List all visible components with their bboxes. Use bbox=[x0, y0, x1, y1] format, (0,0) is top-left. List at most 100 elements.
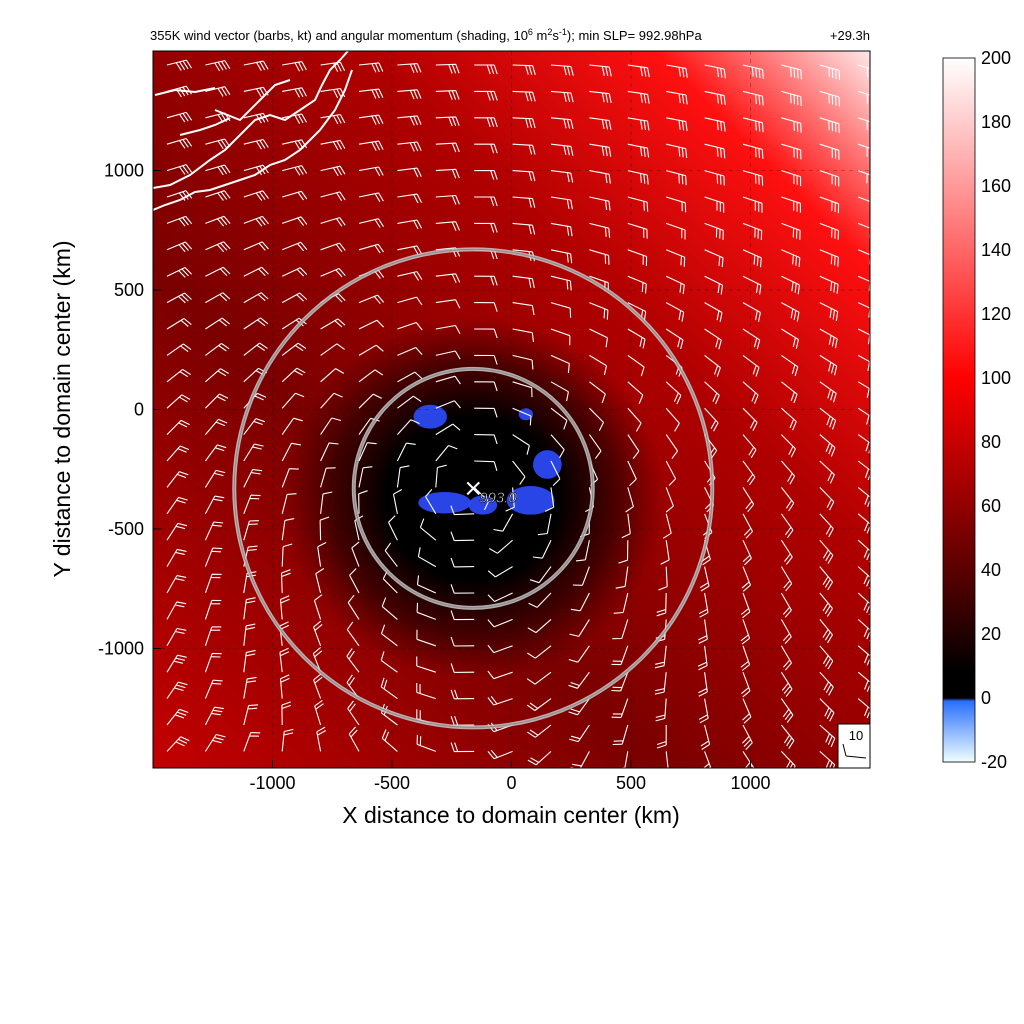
wind-barb bbox=[857, 354, 870, 372]
wind-barb bbox=[512, 117, 536, 129]
wind-barb bbox=[512, 143, 536, 155]
wind-barb bbox=[589, 143, 612, 157]
wind-barb bbox=[416, 656, 436, 673]
wind-barb bbox=[665, 328, 684, 350]
wind-barb bbox=[166, 215, 193, 227]
colorbar-tick-label: 200 bbox=[981, 48, 1011, 68]
wind-barb bbox=[381, 597, 398, 620]
wind-barb bbox=[243, 676, 257, 699]
wind-barb bbox=[282, 87, 307, 98]
wind-barb bbox=[397, 296, 423, 306]
wind-barb bbox=[857, 539, 870, 563]
wind-barb bbox=[618, 540, 629, 564]
wind-barb bbox=[320, 442, 339, 462]
wind-barb bbox=[589, 64, 612, 77]
wind-barb bbox=[435, 221, 461, 231]
wind-barb bbox=[702, 751, 712, 768]
wind-barb bbox=[435, 116, 460, 127]
wind-barb bbox=[450, 742, 475, 753]
wind-barb bbox=[627, 64, 650, 78]
wind-barb bbox=[550, 170, 574, 183]
wind-barb bbox=[572, 566, 590, 586]
colorbar-tick-label: 120 bbox=[981, 304, 1011, 324]
wind-barb bbox=[487, 695, 513, 706]
wind-barb bbox=[205, 60, 231, 72]
wind-barb bbox=[320, 191, 346, 202]
wind-barb bbox=[532, 539, 552, 559]
wind-barb bbox=[204, 495, 225, 515]
wind-barb bbox=[392, 489, 402, 514]
wind-barb bbox=[435, 168, 460, 179]
wind-barb bbox=[527, 750, 552, 766]
wind-barb bbox=[474, 354, 498, 365]
wind-barb bbox=[666, 117, 688, 132]
wind-barb bbox=[243, 112, 269, 124]
wind-barb bbox=[662, 513, 672, 539]
colorbar-tick-label: 20 bbox=[981, 624, 1001, 644]
wind-barb bbox=[665, 249, 686, 267]
wind-barb bbox=[417, 547, 437, 568]
wind-barb bbox=[742, 513, 753, 539]
wind-barb bbox=[819, 698, 835, 722]
wind-barb bbox=[742, 196, 763, 213]
wind-barb bbox=[435, 299, 461, 309]
wind-barb bbox=[474, 407, 498, 418]
wind-barb bbox=[320, 318, 346, 330]
wind-barb bbox=[704, 196, 725, 213]
wind-barb bbox=[527, 618, 552, 634]
wind-barb bbox=[665, 302, 685, 322]
wind-barb bbox=[781, 302, 800, 322]
wind-barb bbox=[819, 434, 836, 457]
wind-barb bbox=[550, 90, 574, 103]
wind-barb bbox=[627, 222, 648, 239]
wind-barb bbox=[320, 139, 346, 151]
wind-barb bbox=[666, 143, 688, 159]
wind-barb bbox=[550, 222, 573, 237]
wind-barb bbox=[857, 618, 870, 642]
wind-barb bbox=[589, 196, 611, 211]
wind-barb bbox=[819, 275, 839, 294]
wind-barb bbox=[204, 573, 222, 594]
wind-barb bbox=[858, 117, 870, 131]
wind-barb bbox=[704, 64, 726, 79]
wind-barb bbox=[819, 592, 833, 617]
wind-barb bbox=[243, 342, 268, 356]
wind-barb bbox=[819, 354, 838, 376]
wind-barb bbox=[704, 354, 721, 377]
wind-barb bbox=[396, 442, 416, 462]
colorbar-fill bbox=[942, 57, 976, 763]
wind-barb bbox=[742, 302, 761, 322]
wind-barb bbox=[781, 249, 801, 268]
wind-barb bbox=[589, 381, 606, 404]
wind-barb bbox=[857, 302, 870, 318]
wind-barb bbox=[380, 624, 398, 647]
wind-barb bbox=[666, 64, 688, 78]
wind-barb bbox=[780, 487, 795, 512]
wind-barb bbox=[819, 539, 834, 564]
wind-barb bbox=[704, 249, 724, 268]
wind-barb bbox=[742, 724, 753, 750]
wind-barb bbox=[358, 114, 384, 125]
wind-barb bbox=[204, 652, 222, 673]
wind-barb bbox=[550, 460, 561, 486]
wind-barb bbox=[204, 444, 227, 462]
wind-barb bbox=[205, 86, 231, 97]
wind-barb bbox=[384, 542, 398, 567]
wind-barb bbox=[569, 619, 590, 637]
wind-barb bbox=[857, 275, 870, 291]
wind-barb bbox=[435, 400, 461, 409]
wind-barb bbox=[550, 302, 572, 318]
wind-barb bbox=[166, 681, 188, 699]
wind-barb bbox=[243, 418, 265, 435]
wind-barb bbox=[205, 342, 230, 356]
wind-barb bbox=[166, 292, 192, 304]
wind-barb bbox=[857, 566, 870, 589]
wind-barb bbox=[166, 736, 190, 752]
wind-barb bbox=[435, 273, 461, 284]
wind-barb bbox=[512, 328, 535, 343]
wind-barb bbox=[474, 170, 498, 180]
wind-barb bbox=[474, 90, 498, 101]
wind-barb bbox=[281, 342, 307, 356]
wind-barb bbox=[166, 85, 192, 98]
